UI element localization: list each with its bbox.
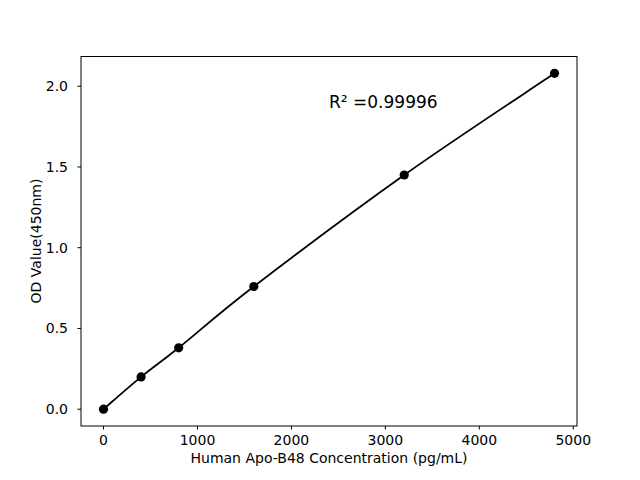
data-point-marker xyxy=(137,372,146,381)
data-point-marker xyxy=(174,343,183,352)
y-tick-label: 0.5 xyxy=(46,320,68,336)
data-point-marker xyxy=(400,170,409,179)
y-tick-label: 0.0 xyxy=(46,401,68,417)
y-axis-title: OD Value(450nm) xyxy=(28,179,44,304)
data-point-marker xyxy=(550,69,559,78)
standard-curve-line xyxy=(104,73,555,409)
x-tick-label: 4000 xyxy=(461,432,497,448)
x-tick-label: 2000 xyxy=(274,432,310,448)
x-tick-label: 1000 xyxy=(180,432,216,448)
x-tick-label: 3000 xyxy=(368,432,404,448)
data-point-marker xyxy=(249,282,258,291)
x-tick-label: 0 xyxy=(99,432,108,448)
chart-canvas: 0 1000 2000 3000 4000 5000 0.0 0.5 1.0 1.5 2.0 xyxy=(0,0,640,480)
y-tick-label: 1.0 xyxy=(46,240,68,256)
data-point-marker xyxy=(99,405,108,414)
x-axis-title: Human Apo-B48 Concentration (pg/mL) xyxy=(191,450,468,466)
standard-curve-figure: 0 1000 2000 3000 4000 5000 0.0 0.5 1.0 1.5 2.0 Hum… xyxy=(0,0,640,480)
r-squared-annotation: R² =0.99996 xyxy=(329,92,438,112)
y-tick-label: 1.5 xyxy=(46,159,68,175)
x-tick-label: 5000 xyxy=(555,432,591,448)
y-tick-label: 2.0 xyxy=(46,78,68,94)
